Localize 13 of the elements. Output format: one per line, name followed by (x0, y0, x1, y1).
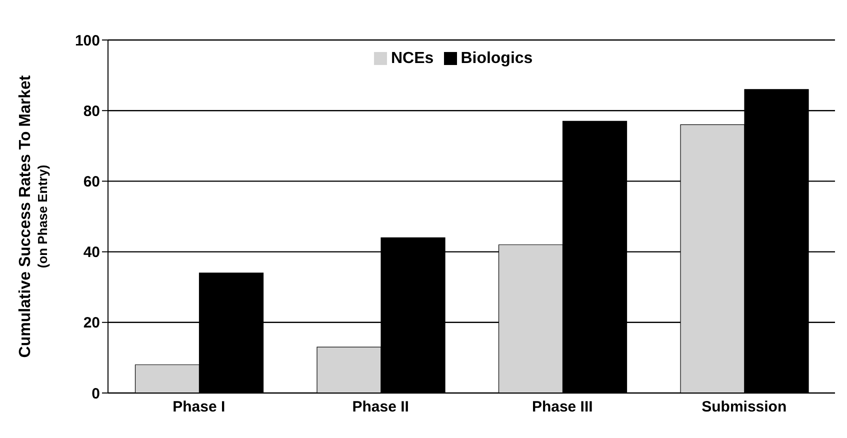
y-tick-label: 20 (83, 314, 100, 332)
y-tick-label: 80 (83, 102, 100, 120)
y-tick-label: 0 (92, 385, 100, 402)
y-tick-label: 40 (83, 244, 100, 262)
y-tick-label: 60 (83, 174, 100, 191)
x-tick-label: Phase III (532, 398, 593, 416)
x-tick-label: Phase I (172, 398, 226, 416)
legend-label: NCEs (391, 50, 434, 67)
y-axis-title: Cumulative Success Rates To Market (on Phase Entry) (17, 74, 50, 358)
legend-label: Biologics (460, 50, 533, 67)
y-tick-label: 100 (74, 32, 100, 50)
x-tick-label: Phase II (352, 398, 409, 416)
x-tick-label: Submission (702, 398, 787, 416)
